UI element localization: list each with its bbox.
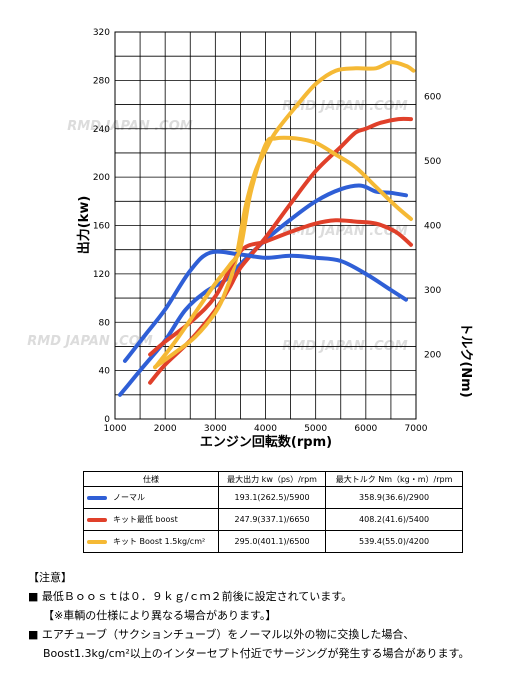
y-right-tick-label: 300 [424, 286, 441, 296]
notes-heading: 【注意】 [28, 571, 72, 584]
note-line: 【※車輌の仕様により異なる場合があります。】 [43, 609, 277, 622]
y-left-axis-title: 出力(kw) [76, 196, 92, 255]
x-tick-label: 7000 [405, 424, 428, 434]
table-cell-power: 247.9(337.1)/6650 [217, 508, 327, 531]
x-tick-label: 2000 [154, 424, 177, 434]
y-left-tick-label: 40 [99, 367, 111, 377]
y-left-tick-label: 320 [93, 28, 110, 38]
y-right-axis-title: トルク(Nm) [458, 322, 473, 397]
x-tick-label: 6000 [354, 424, 377, 434]
spec-name: ノーマル [113, 493, 145, 502]
x-tick-labels: 1000 2000 3000 4000 5000 6000 7000 [104, 424, 428, 434]
torque-line-blue [123, 249, 408, 363]
x-tick-label: 1000 [104, 424, 127, 434]
table-row: キット Boost 1.5kg/cm² 295.0(401.1)/6500 53… [83, 530, 463, 553]
watermark-text: RMD JAPAN .COM [27, 334, 152, 349]
note-line: Boost1.3kg/cm²以上のインターセプト付近でサージングが発生する場合が… [43, 647, 470, 660]
x-tick-label: 5000 [304, 424, 327, 434]
table-row: キット最低 boost 247.9(337.1)/6650 408.2(41.6… [83, 508, 463, 531]
performance-chart: RMD JAPAN .COM RMD JAPAN .COM RMD JAPAN .C… [27, 28, 473, 450]
y-left-tick-label: 200 [93, 173, 110, 183]
x-axis-title: エンジン回転数(rpm) [200, 434, 332, 450]
table-cell-spec: キット最低 boost [83, 508, 219, 531]
table-cell-spec: キット Boost 1.5kg/cm² [83, 530, 219, 553]
y-left-tick-labels: 0 40 80 120 160 200 240 280 320 [93, 28, 110, 425]
x-tick-label: 4000 [254, 424, 277, 434]
power-line-yellow [153, 60, 416, 369]
torque-line-yellow [153, 135, 413, 370]
legend-swatch-yellow [87, 539, 107, 544]
y-left-tick-label: 160 [93, 222, 110, 232]
notes-section: 【注意】 ■ 最低Ｂｏｏｓｔは０．９ｋｇ/ｃｍ２前後に設定されています。 【※車… [28, 568, 518, 663]
y-left-tick-label: 80 [99, 318, 111, 328]
table-cell-torque: 408.2(41.6)/5400 [325, 508, 463, 531]
table-cell-spec: ノーマル [83, 486, 219, 509]
note-line: ■ 最低Ｂｏｏｓｔは０．９ｋｇ/ｃｍ２前後に設定されています。 [28, 590, 353, 603]
note-line: ■ エアチューブ（サクションチューブ）をノーマル以外の物に交換した場合、 [28, 628, 415, 641]
legend-swatch-blue [87, 495, 107, 500]
x-tick-label: 3000 [204, 424, 227, 434]
spec-table: 仕様 最大出力 kw（ps）/rpm 最大トルク Nm（kg・m）/rpm ノー… [83, 471, 463, 553]
y-left-tick-label: 120 [93, 270, 110, 280]
series-layer [118, 60, 416, 397]
watermark-layer: RMD JAPAN .COM RMD JAPAN .COM RMD JAPAN .C… [27, 99, 407, 354]
y-right-tick-labels: 200 300 400 500 600 [424, 93, 441, 361]
spec-name: キット最低 boost [113, 515, 178, 524]
spec-name: キット Boost 1.5kg/cm² [113, 537, 206, 546]
legend-swatch-red [87, 517, 107, 522]
table-header-spec: 仕様 [83, 471, 219, 487]
watermark-text: RMD JAPAN .COM [282, 224, 407, 239]
y-right-tick-label: 500 [424, 157, 441, 167]
table-cell-power: 295.0(401.1)/6500 [217, 530, 327, 553]
table-cell-torque: 358.9(36.6)/2900 [325, 486, 463, 509]
table-header-power: 最大出力 kw（ps）/rpm [217, 471, 327, 487]
watermark-text: RMD JAPAN .COM [282, 99, 407, 114]
table-header-row: 仕様 最大出力 kw（ps）/rpm 最大トルク Nm（kg・m）/rpm [83, 471, 463, 487]
torque-line-red [148, 218, 413, 357]
y-right-tick-label: 600 [424, 93, 441, 103]
y-right-tick-label: 400 [424, 222, 441, 232]
table-header-torque: 最大トルク Nm（kg・m）/rpm [325, 471, 463, 487]
y-left-tick-label: 280 [93, 76, 110, 86]
table-row: ノーマル 193.1(262.5)/5900 358.9(36.6)/2900 [83, 486, 463, 509]
y-left-tick-label: 240 [93, 125, 110, 135]
table-cell-power: 193.1(262.5)/5900 [217, 486, 327, 509]
table-cell-torque: 539.4(55.0)/4200 [325, 530, 463, 553]
watermark-text: RMD JAPAN .COM [67, 119, 192, 134]
y-right-tick-label: 200 [424, 351, 441, 361]
y-left-tick-label: 0 [104, 415, 110, 425]
